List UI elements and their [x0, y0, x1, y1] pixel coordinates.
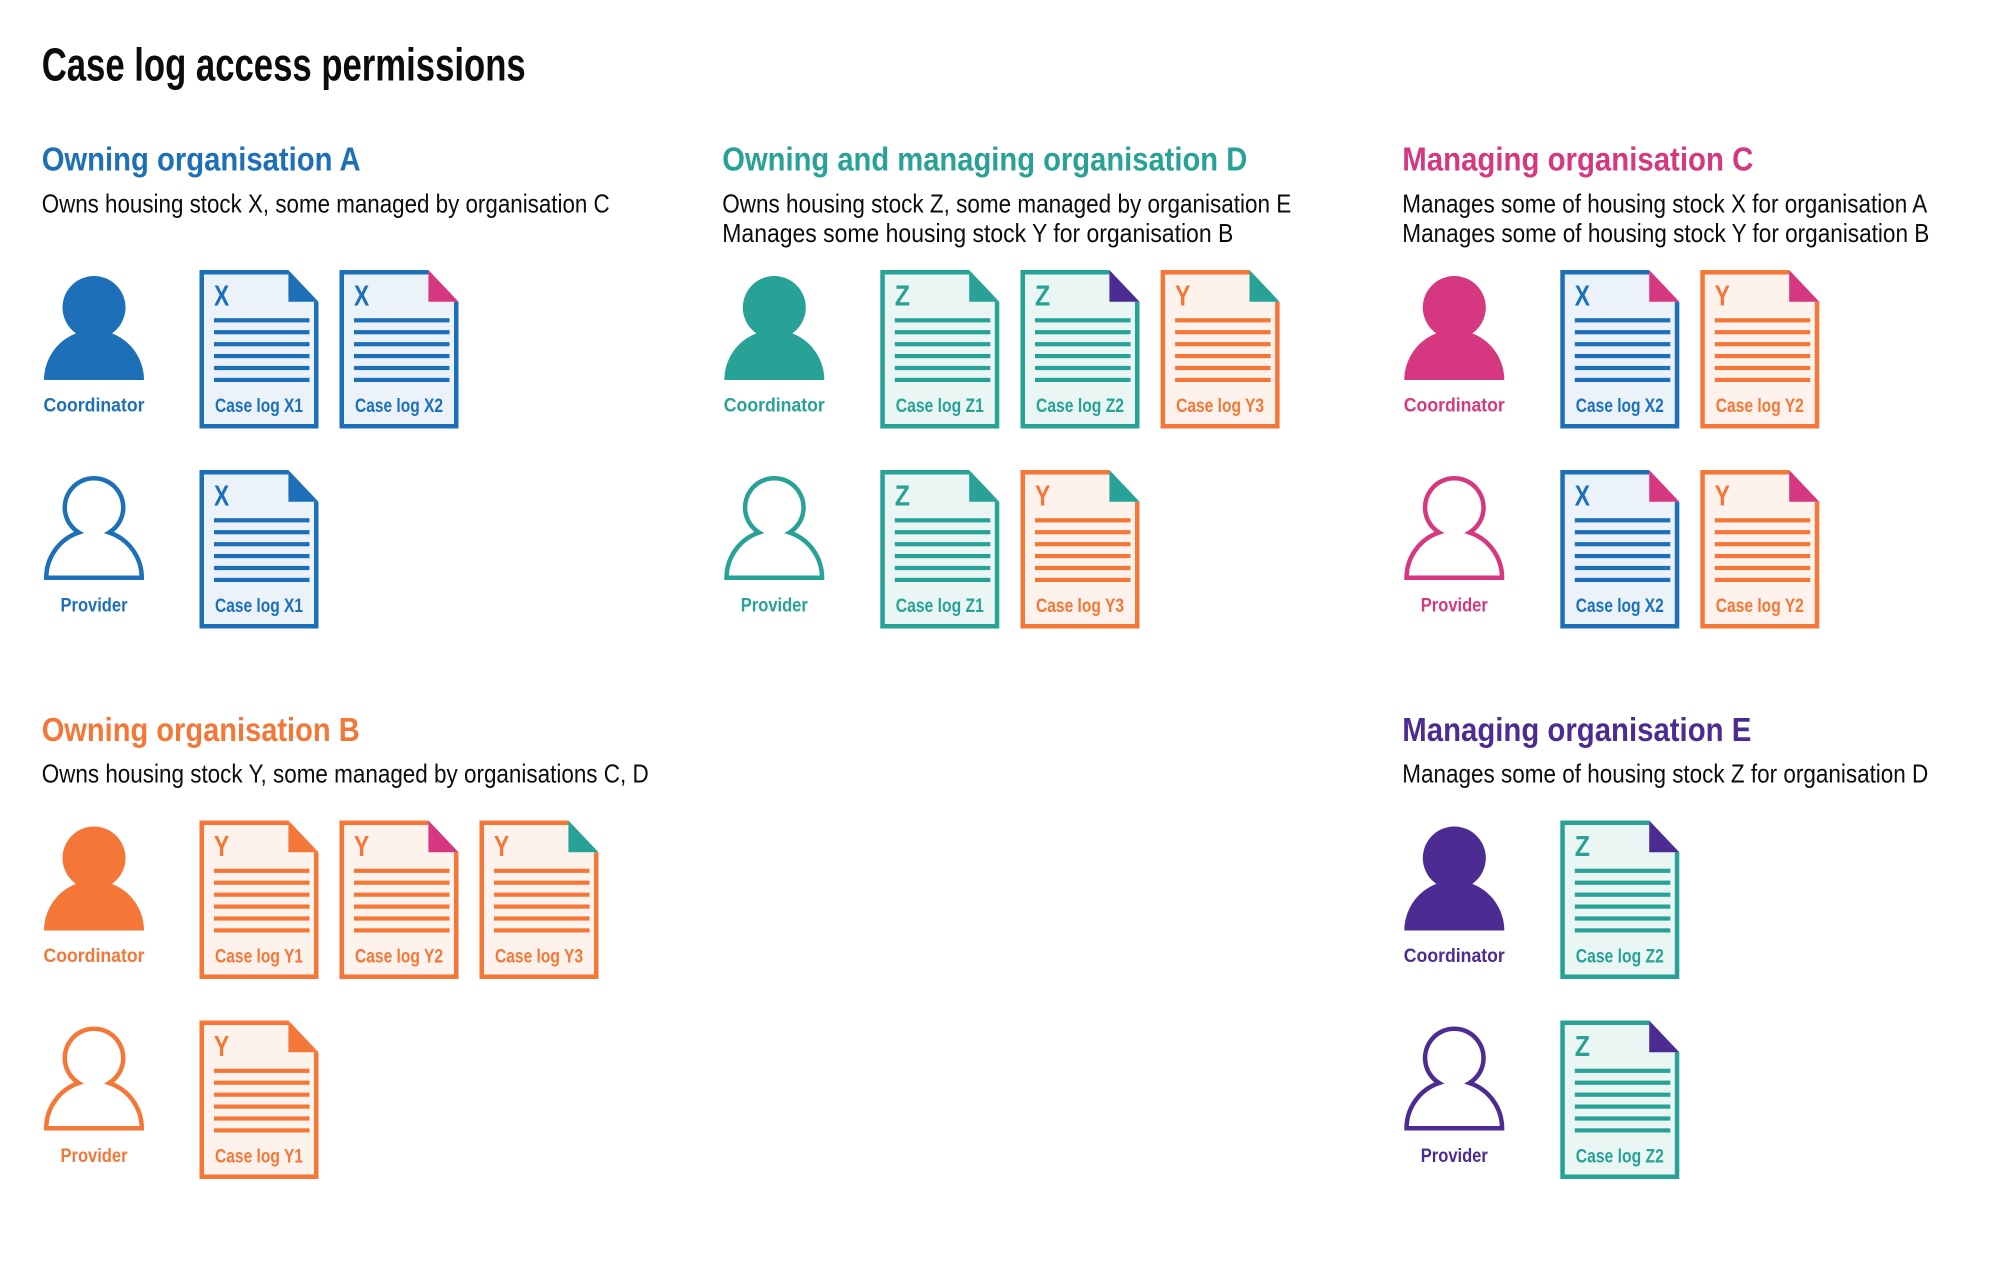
svg-text:Manages some of housing stock: Manages some of housing stock Z for orga… [1402, 759, 1928, 789]
svg-text:Y: Y [1175, 280, 1190, 312]
svg-text:Case log access permissions: Case log access permissions [42, 38, 526, 90]
svg-text:X: X [214, 480, 230, 512]
svg-text:Case log Y2: Case log Y2 [1716, 596, 1804, 617]
svg-text:Z: Z [895, 280, 910, 312]
svg-text:Case log X1: Case log X1 [215, 596, 303, 617]
svg-text:Owns housing stock X, some man: Owns housing stock X, some managed by or… [42, 188, 610, 218]
svg-text:Owning organisation B: Owning organisation B [42, 711, 360, 748]
svg-text:Y: Y [494, 831, 509, 863]
svg-text:Y: Y [1715, 280, 1730, 312]
svg-text:Case log Y1: Case log Y1 [215, 947, 303, 968]
svg-text:Y: Y [1715, 480, 1730, 512]
svg-text:Owns housing stock Z, some man: Owns housing stock Z, some managed by or… [722, 188, 1291, 218]
svg-text:Z: Z [1575, 831, 1590, 863]
svg-text:Manages some of housing stock: Manages some of housing stock Y for orga… [1402, 218, 1929, 248]
svg-text:Y: Y [1035, 480, 1050, 512]
svg-text:Coordinator: Coordinator [44, 946, 146, 967]
svg-text:Coordinator: Coordinator [724, 395, 826, 416]
svg-text:Coordinator: Coordinator [44, 395, 146, 416]
svg-text:Case log Z2: Case log Z2 [1576, 1147, 1664, 1168]
svg-text:Case log Z2: Case log Z2 [1576, 947, 1664, 968]
svg-text:Case log Y2: Case log Y2 [355, 947, 443, 968]
svg-text:Case log Y3: Case log Y3 [495, 947, 583, 968]
svg-text:Provider: Provider [61, 595, 129, 616]
svg-text:X: X [214, 280, 230, 312]
svg-text:Z: Z [895, 480, 910, 512]
svg-text:Y: Y [214, 831, 229, 863]
svg-text:Case log X2: Case log X2 [1576, 596, 1664, 617]
svg-text:Coordinator: Coordinator [1404, 946, 1506, 967]
svg-text:Case log X2: Case log X2 [355, 396, 443, 417]
svg-text:Case log Z2: Case log Z2 [1036, 396, 1124, 417]
svg-text:Case log X1: Case log X1 [215, 396, 303, 417]
svg-text:Owning and managing organisati: Owning and managing organisation D [722, 141, 1247, 178]
svg-text:Manages some housing stock Y f: Manages some housing stock Y for organis… [722, 218, 1233, 248]
svg-text:Owning organisation A: Owning organisation A [42, 141, 361, 178]
svg-text:Managing organisation E: Managing organisation E [1402, 711, 1751, 748]
svg-text:Case log X2: Case log X2 [1576, 396, 1664, 417]
svg-text:Coordinator: Coordinator [1404, 395, 1506, 416]
svg-text:Provider: Provider [741, 595, 809, 616]
svg-text:Case log Z1: Case log Z1 [896, 596, 984, 617]
svg-text:Case log Y2: Case log Y2 [1716, 396, 1804, 417]
svg-text:Case log Y1: Case log Y1 [215, 1147, 303, 1168]
svg-text:Y: Y [214, 1031, 229, 1063]
svg-text:Provider: Provider [61, 1146, 129, 1167]
svg-text:Z: Z [1575, 1031, 1590, 1063]
svg-text:Owns housing stock Y, some man: Owns housing stock Y, some managed by or… [42, 759, 649, 789]
svg-text:Y: Y [354, 831, 369, 863]
svg-text:Z: Z [1035, 280, 1050, 312]
svg-text:Manages some of housing stock: Manages some of housing stock X for orga… [1402, 188, 1928, 218]
svg-text:Provider: Provider [1421, 595, 1489, 616]
svg-text:X: X [1575, 480, 1591, 512]
svg-text:Managing organisation C: Managing organisation C [1402, 141, 1753, 178]
svg-text:Case log Y3: Case log Y3 [1176, 396, 1264, 417]
svg-text:X: X [354, 280, 370, 312]
svg-text:Provider: Provider [1421, 1146, 1489, 1167]
svg-text:Case log Z1: Case log Z1 [896, 396, 984, 417]
svg-text:X: X [1575, 280, 1591, 312]
svg-text:Case log Y3: Case log Y3 [1036, 596, 1124, 617]
